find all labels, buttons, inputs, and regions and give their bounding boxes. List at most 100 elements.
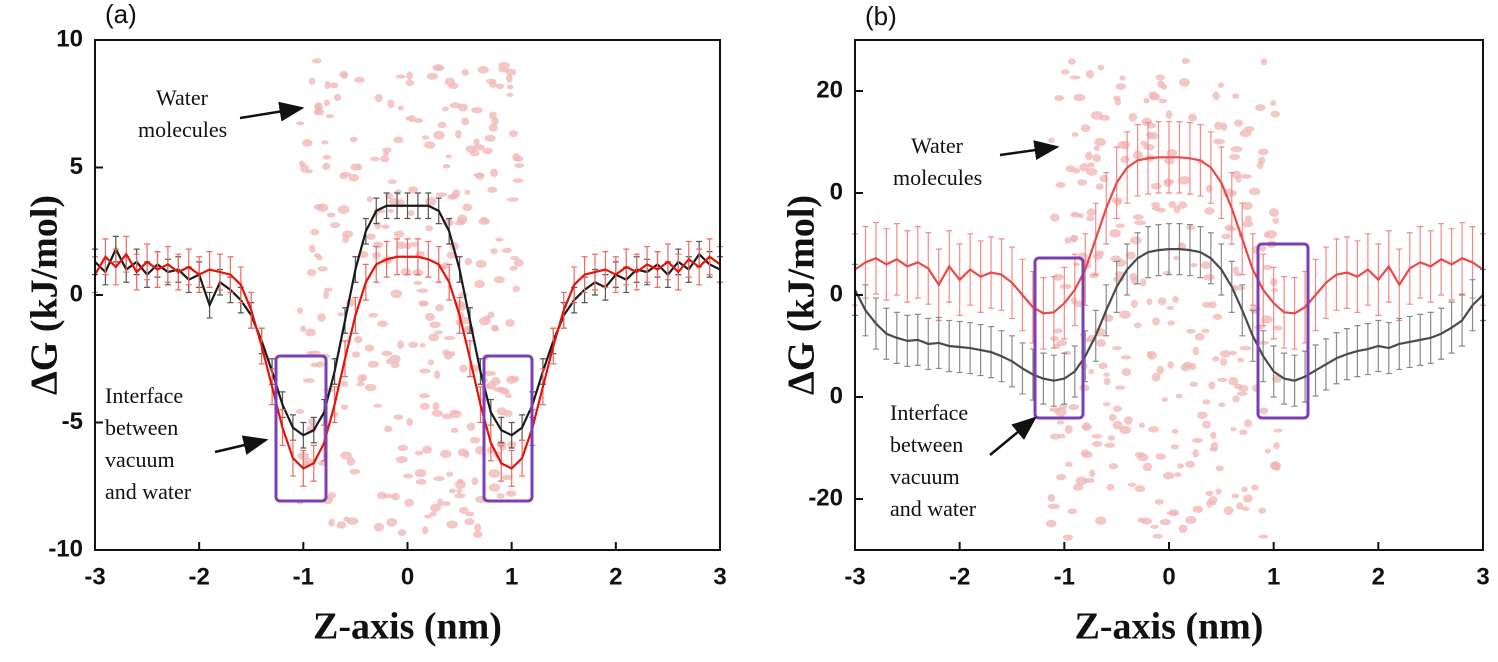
water-dot [311,58,322,64]
water-dot [473,144,485,151]
x-tick-label: 3 [713,563,726,590]
interface-label: Interface [105,383,183,408]
water-dot [1132,214,1144,221]
water-dot [459,364,468,373]
y-tick-label: 0 [830,280,843,307]
water-dot [1204,207,1215,215]
arrow [214,435,269,455]
water-dot [373,522,385,532]
water-dot [322,162,331,171]
water-dot [408,341,419,349]
water-dot [1147,351,1157,360]
water-dot [1273,325,1283,331]
water-dot [1129,272,1138,281]
water-dot [1270,110,1281,118]
water-dot [1064,461,1073,468]
water-dot [501,247,512,254]
water-dot [317,266,328,272]
water-dot [1189,381,1199,387]
water-dot [330,222,341,229]
water-dot [1232,266,1239,275]
water-dot [396,241,406,250]
water-dot [373,403,383,408]
water-dot [506,84,514,90]
water-dot [1108,463,1119,470]
water-dot [429,503,441,513]
water-dot [1233,383,1243,390]
x-tick-label: -3 [84,563,105,590]
water-dot [1234,119,1244,127]
water-dot [1229,153,1241,161]
water-dot [1075,476,1088,486]
water-dot [1140,517,1153,525]
y-tick-label: 20 [816,76,843,103]
water-dot [302,139,313,147]
water-dot [1049,407,1062,413]
water-dot [1239,345,1252,351]
water-dot [387,208,394,213]
y-tick-label: -10 [48,535,83,562]
water-dot [1047,493,1056,503]
water-dot [1104,442,1116,448]
water-dot [1125,251,1136,260]
water-dot [1241,506,1250,511]
water-dot [461,117,470,126]
water-dot [1097,64,1105,71]
water-dot [483,370,496,377]
water-dot [296,307,304,314]
water-dot [1056,473,1067,481]
water-dot [1127,482,1137,487]
water-dot [444,77,456,87]
water-dot [495,83,505,90]
water-dot [1083,451,1093,458]
water-dot [1134,220,1147,226]
water-dot [1156,365,1165,375]
water-dot [1215,465,1224,472]
water-dot [433,370,441,379]
water-dot [1095,516,1107,525]
water-dot [1143,143,1155,151]
water-dot [1203,274,1215,281]
water-dot [510,255,520,261]
water-dot [340,72,348,79]
interface-label: and water [890,496,977,521]
interface-label: between [890,432,963,457]
water-dot [327,492,337,499]
water-dot [464,189,471,195]
water-dot [512,285,521,293]
water-dot [506,92,514,97]
water-dot [300,163,309,173]
water-dot [429,511,437,517]
water-dot [446,520,458,529]
water-dot [464,518,475,526]
water-dot [340,451,352,460]
water-dot [1157,80,1165,88]
water-dot [1112,420,1123,430]
water-dot [1050,335,1060,342]
water-dot [490,248,498,255]
water-dot [1110,255,1122,262]
water-dot [1168,509,1180,517]
water-dot [1058,403,1068,410]
water-dot [434,330,443,335]
water-dot [1073,93,1086,102]
water-dot [424,141,436,149]
water-dot [1102,402,1111,407]
water-dot [1168,200,1177,209]
arrow [989,416,1037,456]
water-dot [1231,93,1240,99]
water-dot [352,351,361,358]
y-tick-label: 0 [70,280,83,307]
water-dot [1152,317,1160,326]
water-dot [1159,518,1172,526]
water-dot [1239,429,1248,436]
water-dot [419,402,430,411]
y-tick-label: 0 [830,382,843,409]
water-dot [382,151,389,157]
water-dot [1045,519,1057,528]
water-dot [416,288,429,293]
water-dot [505,490,517,497]
water-dot [1067,508,1078,515]
water-dot [1196,411,1208,420]
